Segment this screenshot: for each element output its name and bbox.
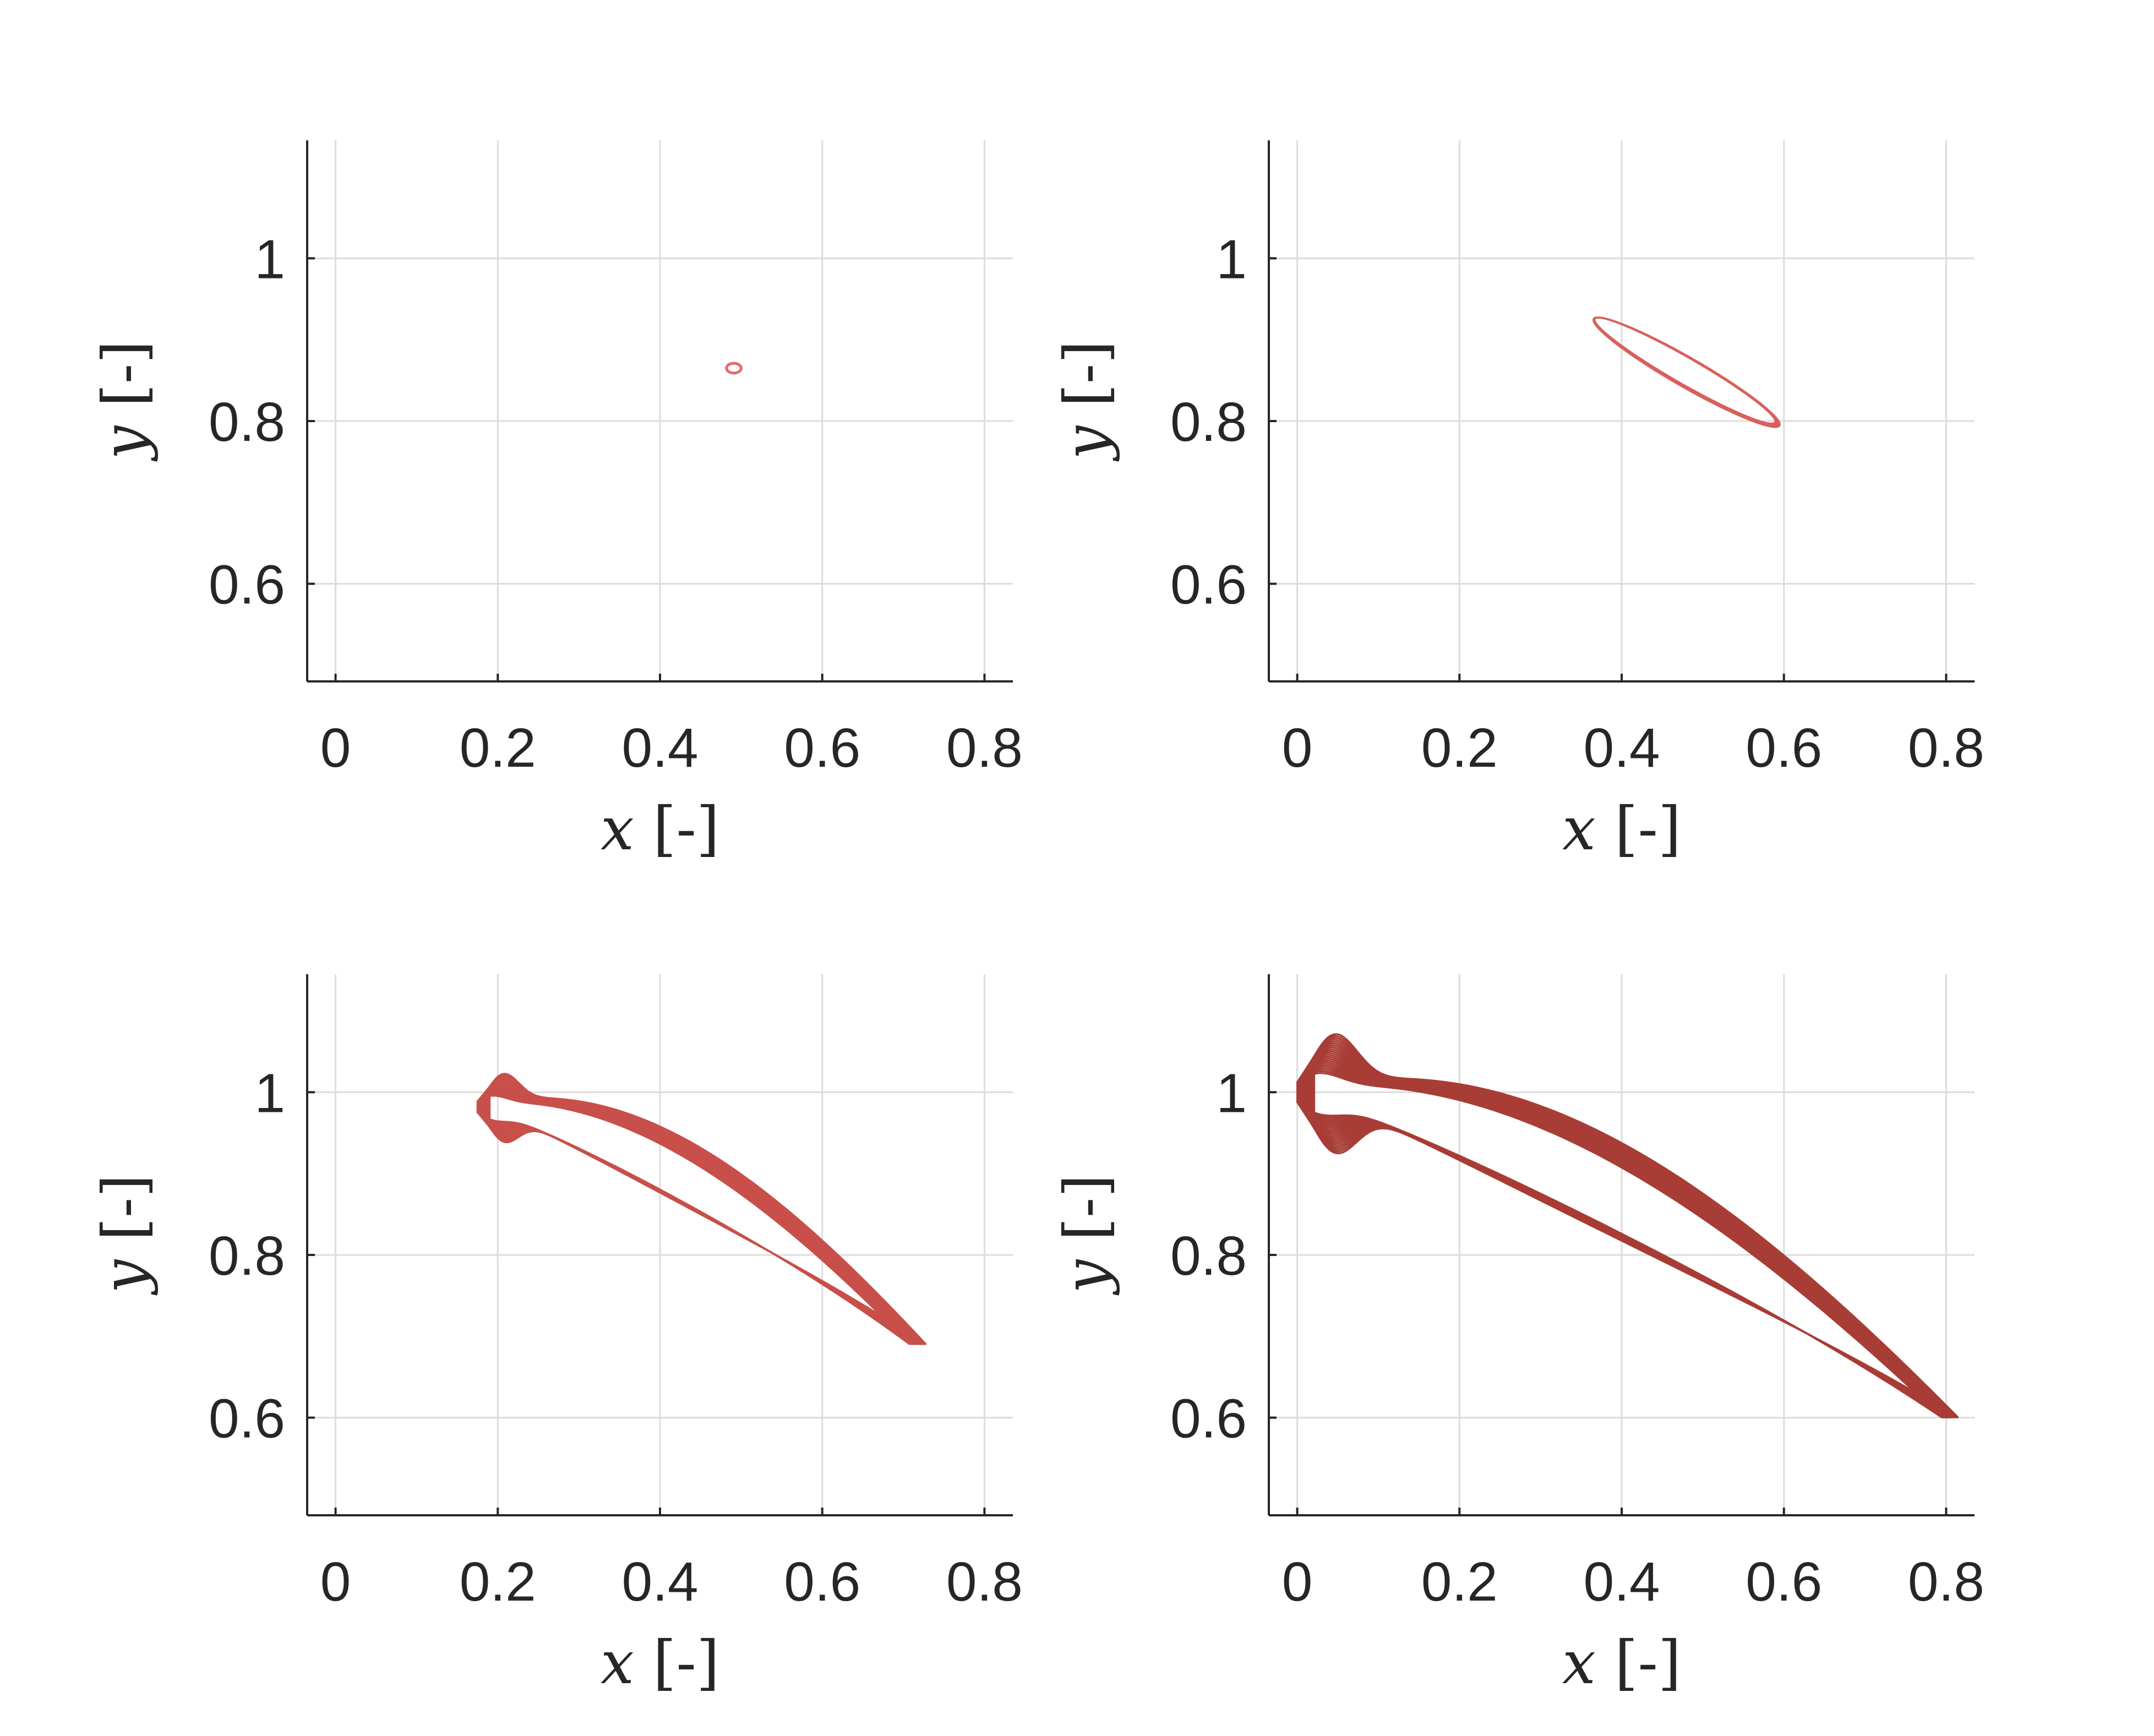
trajectory-loop: [1296, 1072, 1943, 1419]
x-tick-label: 0.4: [621, 717, 698, 779]
trajectory-loop: [1313, 1033, 1959, 1419]
x-tick-label: 0.6: [1746, 1551, 1822, 1613]
y-tick-label: 0.8: [209, 1225, 285, 1287]
y-axis-label: y [-]: [1052, 1174, 1121, 1296]
x-tick-label: 0.6: [1746, 717, 1822, 779]
y-axis-label: y [-]: [1052, 340, 1121, 462]
x-axis-label: x [-]: [1562, 1629, 1681, 1697]
series-trajectory: [476, 1073, 927, 1346]
x-tick-label: 0.8: [1908, 717, 1984, 779]
y-tick-label: 0.6: [1170, 1388, 1247, 1450]
y-tick-label: 1: [1216, 1062, 1247, 1124]
x-axis-label: x [-]: [601, 1629, 719, 1697]
chart-panel-bottom-right: 0 0.2 0.4 0.6 0.8 0.6 0.8 1 x [-] y [-]: [1052, 974, 1984, 1697]
x-tick-label: 0.2: [460, 1551, 536, 1613]
chart-panel-top-right: 0 0.2 0.4 0.6 0.8 0.6 0.8 1 x [-] y [-]: [1052, 140, 1984, 864]
trajectory-loop: [725, 362, 743, 375]
trajectory-loop: [479, 1090, 914, 1346]
x-tick-label: 0.2: [1421, 1551, 1498, 1613]
y-axis-label: y [-]: [90, 340, 159, 462]
y-tick-label: 0.8: [1170, 1225, 1247, 1287]
x-tick-label: 0: [320, 1551, 351, 1613]
x-tick-label: 0.8: [946, 717, 1023, 779]
x-tick-label: 0.8: [946, 1551, 1023, 1613]
x-tick-label: 0.2: [1421, 717, 1498, 779]
x-tick-label: 0.4: [1583, 717, 1660, 779]
y-tick-label: 0.6: [209, 1388, 285, 1450]
x-tick-label: 0: [1282, 1551, 1313, 1613]
x-tick-label: 0.2: [460, 717, 536, 779]
chart-panel-top-left: 0 0.2 0.4 0.6 0.8 0.6 0.8 1 x [-] y [-]: [90, 140, 1023, 864]
trajectory-loop: [479, 1089, 915, 1345]
x-axis-label: x [-]: [1562, 795, 1681, 864]
y-tick-label: 0.8: [209, 391, 285, 453]
trajectory-loop: [489, 1073, 927, 1345]
series-trajectory: [1296, 1033, 1959, 1419]
trajectory-loop: [481, 1087, 916, 1346]
trajectory-loop: [1593, 316, 1781, 428]
x-tick-label: 0.8: [1908, 1551, 1984, 1613]
y-tick-label: 1: [1216, 228, 1247, 290]
x-tick-label: 0.6: [784, 1551, 860, 1613]
x-tick-label: 0.4: [621, 1551, 698, 1613]
trajectory-loop: [1297, 1070, 1944, 1419]
trajectory-loop: [1305, 1051, 1951, 1419]
trajectory-loop: [1312, 1036, 1957, 1419]
y-tick-label: 0.6: [1170, 554, 1247, 616]
series-trajectory: [725, 362, 743, 375]
y-axis-label: y [-]: [90, 1174, 159, 1296]
x-tick-label: 0.6: [784, 717, 860, 779]
trajectory-loop: [478, 1091, 913, 1346]
x-axis-label: x [-]: [601, 795, 719, 864]
y-tick-label: 0.8: [1170, 391, 1247, 453]
x-tick-label: 0: [320, 717, 351, 779]
series-trajectory: [1593, 316, 1781, 428]
trajectory-loop: [481, 1086, 918, 1345]
chart-panel-bottom-left: 0 0.2 0.4 0.6 0.8 0.6 0.8 1 x [-] y [-]: [90, 974, 1023, 1697]
x-tick-label: 0.4: [1583, 1551, 1660, 1613]
x-tick-label: 0: [1282, 717, 1313, 779]
y-tick-label: 1: [254, 1062, 285, 1124]
y-tick-label: 0.6: [209, 554, 285, 616]
trajectory-loop: [1312, 1035, 1959, 1419]
y-tick-label: 1: [254, 228, 285, 290]
